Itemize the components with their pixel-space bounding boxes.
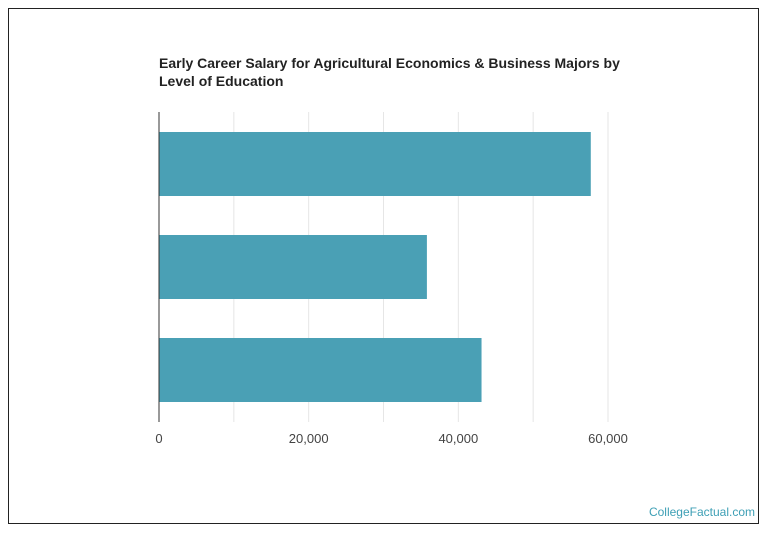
bars: [159, 132, 591, 402]
x-tick-label: 0: [155, 431, 162, 446]
bar-1[interactable]: [159, 132, 591, 196]
chart-title: Early Career Salary for Agricultural Eco…: [159, 55, 620, 89]
bar-2[interactable]: [159, 235, 427, 299]
x-tick-label: 60,000: [588, 431, 628, 446]
x-tick-label: 40,000: [438, 431, 478, 446]
x-axis-ticks: 0 20,000 40,000 60,000: [155, 431, 628, 446]
x-tick-label: 20,000: [289, 431, 329, 446]
bar-3[interactable]: [159, 338, 482, 402]
watermark[interactable]: CollegeFactual.com: [648, 505, 755, 519]
